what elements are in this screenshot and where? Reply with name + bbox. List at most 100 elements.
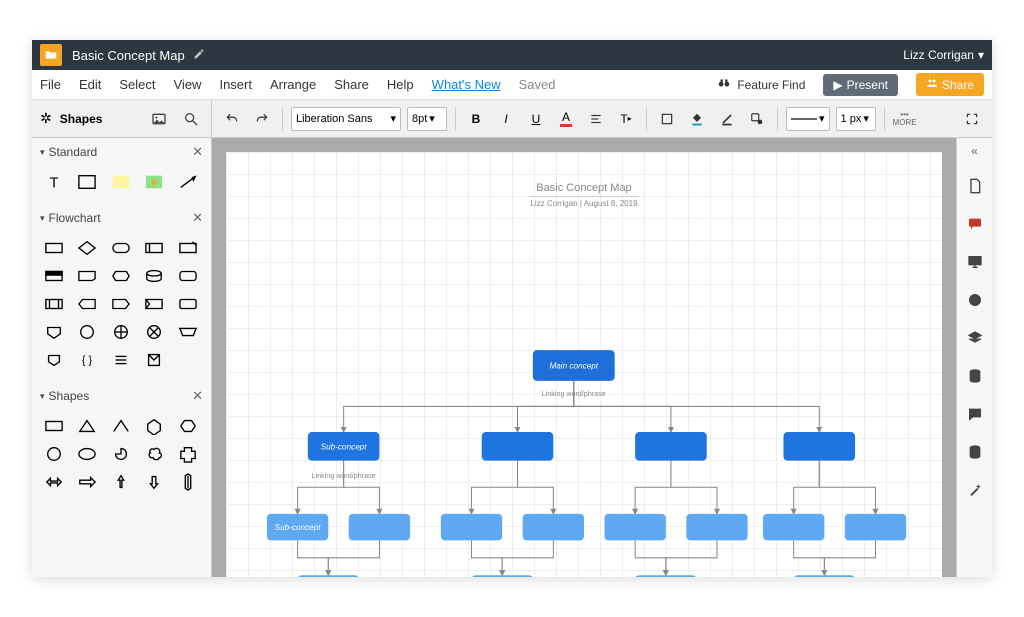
image-icon[interactable] — [147, 107, 171, 131]
layers-icon[interactable] — [965, 328, 985, 348]
flowchart-shape-1[interactable] — [73, 236, 101, 260]
redo-icon[interactable] — [250, 107, 274, 131]
shape-text[interactable]: T — [40, 170, 68, 194]
basic-shape-13[interactable] — [140, 470, 168, 494]
comment-badge-icon[interactable] — [965, 214, 985, 234]
basic-shape-7[interactable] — [107, 442, 135, 466]
align-icon[interactable] — [584, 107, 608, 131]
close-icon[interactable]: ✕ — [192, 144, 203, 160]
section-shapes[interactable]: ▾Shapes✕ — [32, 382, 211, 410]
basic-shape-14[interactable] — [174, 470, 202, 494]
underline-icon[interactable]: U — [524, 107, 548, 131]
menu-file[interactable]: File — [40, 77, 61, 92]
basic-shape-1[interactable] — [73, 414, 101, 438]
line-style-select[interactable]: ▾ — [786, 107, 830, 131]
flowchart-shape-9[interactable] — [174, 264, 202, 288]
flowchart-shape-11[interactable] — [73, 292, 101, 316]
gear-icon[interactable]: ✲ — [40, 110, 52, 127]
line-color-icon[interactable] — [715, 107, 739, 131]
close-icon[interactable]: ✕ — [192, 210, 203, 226]
flowchart-shape-22[interactable] — [107, 348, 135, 372]
line-width-select[interactable]: 1 px▾ — [836, 107, 876, 131]
text-color-icon[interactable]: A — [554, 107, 578, 131]
flowchart-shape-23[interactable] — [140, 348, 168, 372]
basic-shape-9[interactable] — [174, 442, 202, 466]
font-select[interactable]: Liberation Sans▾ — [291, 107, 401, 131]
flowchart-shape-3[interactable] — [140, 236, 168, 260]
history-icon[interactable] — [965, 290, 985, 310]
fill-color-icon[interactable] — [685, 107, 709, 131]
flowchart-shape-4[interactable] — [174, 236, 202, 260]
flowchart-shape-21[interactable]: { } — [73, 348, 101, 372]
basic-shape-11[interactable] — [73, 470, 101, 494]
menu-insert[interactable]: Insert — [219, 77, 252, 92]
italic-icon[interactable]: I — [494, 107, 518, 131]
bold-icon[interactable]: B — [464, 107, 488, 131]
basic-shape-5[interactable] — [40, 442, 68, 466]
flowchart-shape-5[interactable] — [40, 264, 68, 288]
presentation-icon[interactable] — [965, 252, 985, 272]
shape-options-icon[interactable] — [745, 107, 769, 131]
basic-shape-12[interactable] — [107, 470, 135, 494]
database-icon[interactable] — [965, 442, 985, 462]
shape-action[interactable] — [140, 170, 168, 194]
data-icon[interactable] — [965, 366, 985, 386]
share-button[interactable]: Share — [916, 73, 984, 96]
flowchart-shape-14[interactable] — [174, 292, 202, 316]
flowchart-shape-0[interactable] — [40, 236, 68, 260]
flowchart-shape-17[interactable] — [107, 320, 135, 344]
feature-find[interactable]: Feature Find — [717, 76, 805, 93]
canvas[interactable]: Basic Concept Map Lizz Corrigan | August… — [226, 152, 942, 577]
page-icon[interactable] — [965, 176, 985, 196]
menu-share[interactable]: Share — [334, 77, 369, 92]
fullscreen-icon[interactable] — [960, 107, 984, 131]
shape-note[interactable] — [107, 170, 135, 194]
user-menu[interactable]: Lizz Corrigan ▾ — [903, 48, 984, 62]
basic-shape-4[interactable] — [174, 414, 202, 438]
shape-rect[interactable] — [73, 170, 101, 194]
search-icon[interactable] — [179, 107, 203, 131]
collapse-panel-icon[interactable]: « — [971, 144, 978, 158]
menu-help[interactable]: Help — [387, 77, 414, 92]
rename-icon[interactable] — [193, 48, 205, 63]
present-button[interactable]: ▶ Present — [823, 74, 898, 96]
flowchart-shape-12[interactable] — [107, 292, 135, 316]
basic-shape-3[interactable] — [140, 414, 168, 438]
chat-icon[interactable] — [965, 404, 985, 424]
border-color-icon[interactable] — [655, 107, 679, 131]
menu-select[interactable]: Select — [119, 77, 155, 92]
basic-shape-2[interactable] — [107, 414, 135, 438]
more-button[interactable]: •••MORE — [893, 111, 917, 127]
basic-shape-6[interactable] — [73, 442, 101, 466]
section-standard[interactable]: ▾Standard✕ — [32, 138, 211, 166]
section-flowchart[interactable]: ▾Flowchart✕ — [32, 204, 211, 232]
doc-title[interactable]: Basic Concept Map — [72, 48, 185, 63]
menu-edit[interactable]: Edit — [79, 77, 101, 92]
flowchart-shape-13[interactable] — [140, 292, 168, 316]
flowchart-shape-6[interactable] — [73, 264, 101, 288]
flowchart-shape-18[interactable] — [140, 320, 168, 344]
flowchart-shape-19[interactable] — [174, 320, 202, 344]
menu-arrange[interactable]: Arrange — [270, 77, 316, 92]
magic-icon[interactable] — [965, 480, 985, 500]
menu-view[interactable]: View — [174, 77, 202, 92]
flowchart-shape-2[interactable] — [107, 236, 135, 260]
flowchart-shape-7[interactable] — [107, 264, 135, 288]
shape-arrow[interactable] — [174, 170, 202, 194]
flowchart-shape-15[interactable] — [40, 320, 68, 344]
font-size-select[interactable]: 8pt▾ — [407, 107, 447, 131]
flowchart-shape-8[interactable] — [140, 264, 168, 288]
menu-whats-new[interactable]: What's New — [432, 77, 501, 92]
svg-text:Linking word/phrase: Linking word/phrase — [312, 472, 376, 480]
basic-shape-0[interactable] — [40, 414, 68, 438]
basic-shape-8[interactable] — [140, 442, 168, 466]
canvas-area[interactable]: Basic Concept Map Lizz Corrigan | August… — [212, 138, 956, 577]
text-style-icon[interactable]: T▸ — [614, 107, 638, 131]
close-icon[interactable]: ✕ — [192, 388, 203, 404]
undo-icon[interactable] — [220, 107, 244, 131]
flowchart-shape-10[interactable] — [40, 292, 68, 316]
flowchart-shape-20[interactable] — [40, 348, 68, 372]
flowchart-shape-16[interactable] — [73, 320, 101, 344]
folder-icon[interactable] — [40, 44, 62, 66]
basic-shape-10[interactable] — [40, 470, 68, 494]
